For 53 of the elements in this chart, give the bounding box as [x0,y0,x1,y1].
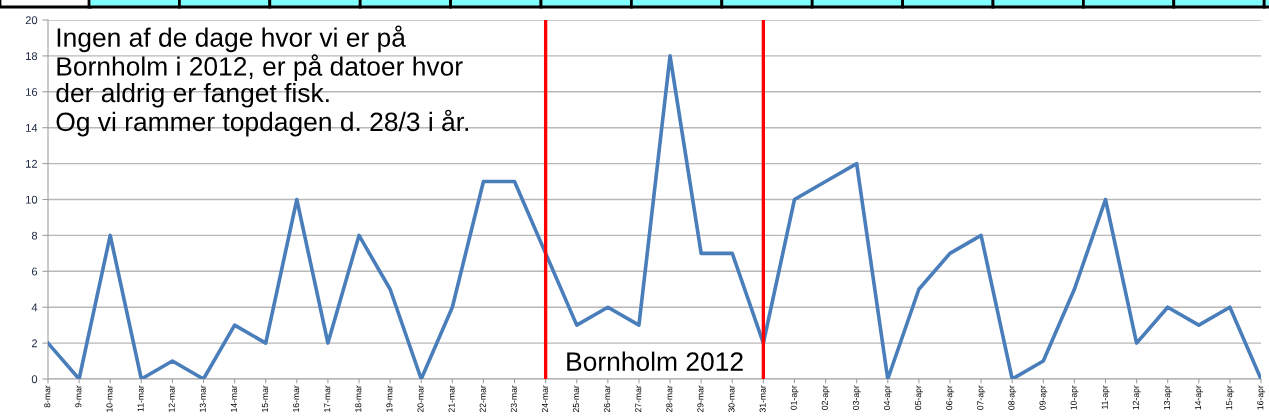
x-tick-label: 18-mar [355,385,362,412]
x-tick-label: 13-apr [1163,385,1172,410]
x-tick-label: 12-apr [1132,385,1141,410]
x-tick-label: 08-apr [1008,385,1017,410]
annotation: Ingen af de dage hvor vi er på Bornholm i 2012, er på datoer hvor der aldrig er fanget fisk. Og vi rammer topdagen d. 28/3 i år. [56,25,468,137]
x-tick-label: 01-apr [790,385,799,410]
x-tick-label: 29-mar [697,385,704,413]
y-tick-label: 4 [31,303,38,312]
x-tick-label: 20-mar [417,385,424,413]
x-tick-label: 14-mar [230,385,237,412]
y-tick-label: 8 [31,231,38,240]
x-tick-label: 19-mar [386,385,393,412]
y-tick-label: 12 [26,159,38,168]
x-tick-label: 09-apr [1039,385,1048,410]
x-tick-label: 11-mar [137,385,144,412]
x-tick-label: 31-mar [759,385,766,413]
y-tick-label: 20 [25,16,38,25]
x-tick-label: 04-apr [883,385,892,410]
x-tick-label: 16-mar [293,385,300,412]
x-tick-label: 17-mar [324,385,331,412]
x-tick-label: 30-mar [728,385,735,413]
x-tick-label: 16-apr [1257,385,1266,410]
y-tick-label: 16 [26,88,38,96]
x-tick-label: 21-mar [448,385,455,413]
x-tick-label: 10-apr [1070,385,1079,410]
y-tick-label: 10 [26,195,38,204]
y-tick-label: 18 [26,52,38,61]
x-tick-label: 06-apr [946,385,954,410]
x-tick-label: 22-mar [479,385,486,413]
x-tick-label: 28-mar [666,385,673,413]
x-tick-label: 15-apr [1226,385,1234,410]
x-tick-label: 8-mar [44,385,51,408]
x-tick-label: 10-mar [106,385,113,412]
x-tick-label: 12-mar [168,385,175,412]
x-tick-label: 07-apr [977,385,986,410]
x-tick-label: 27-mar [635,385,642,413]
annotation: Bornholm 2012 [567,351,743,372]
x-tick-label: 02-apr [821,385,830,410]
x-tick-label: 25-mar [572,385,580,413]
x-tick-label: 23-mar [510,385,517,413]
x-tick-label: 14-apr [1195,385,1203,410]
x-tick-label: 26-mar [604,385,611,413]
y-tick-label: 6 [31,267,38,276]
x-tick-label: 05-apr [915,385,923,410]
x-tick-label: 11-apr [1101,385,1110,409]
x-tick-label: 24-mar [541,385,548,413]
y-tick-label: 14 [26,124,38,132]
x-tick-label: 15-mar [262,385,269,412]
x-tick-label: 03-apr [852,385,861,410]
y-tick-label: 2 [31,339,38,348]
y-tick-label: 0 [31,375,38,384]
x-tick-label: 13-mar [199,385,206,412]
x-tick-label: 9-mar [75,385,82,408]
